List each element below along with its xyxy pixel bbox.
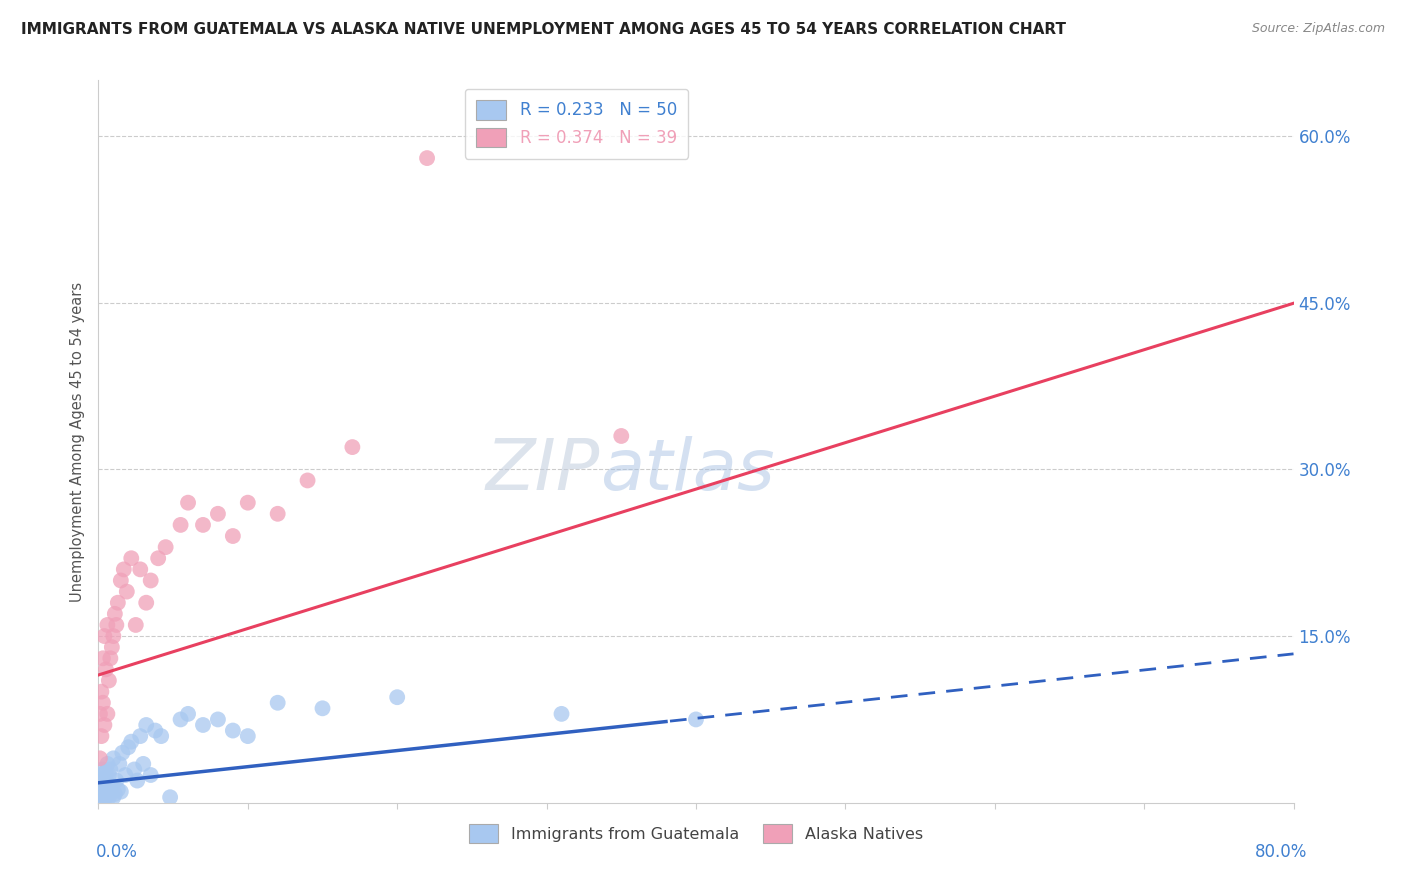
Point (110, 785, 132, 799)
Point (93, 629, 115, 643)
Point (125, 618, 148, 632)
Point (103, 790, 125, 805)
Point (191, 718, 214, 732)
Point (91, 792, 114, 806)
Point (94, 764, 117, 779)
Point (96, 776, 118, 790)
Point (93, 718, 115, 732)
Point (90, 729, 112, 743)
Point (110, 574, 132, 588)
Text: 80.0%: 80.0% (1256, 843, 1308, 861)
Point (177, 706, 200, 721)
Point (129, 562, 152, 576)
Text: ZIP: ZIP (486, 436, 600, 505)
Point (91, 779, 114, 793)
Point (91, 763, 114, 777)
Point (177, 496, 200, 510)
Point (91, 651, 114, 665)
Point (155, 540, 177, 554)
Point (127, 773, 149, 788)
Point (90, 787, 112, 801)
Point (107, 596, 129, 610)
Point (98, 785, 122, 799)
Point (135, 718, 157, 732)
Point (93, 772, 115, 786)
Point (297, 474, 319, 488)
Point (207, 713, 229, 727)
Point (107, 782, 129, 797)
Point (222, 529, 245, 543)
Text: Source: ZipAtlas.com: Source: ZipAtlas.com (1251, 22, 1385, 36)
Point (111, 746, 134, 760)
Point (103, 629, 125, 643)
Point (103, 751, 125, 765)
Point (139, 768, 162, 782)
Point (207, 507, 229, 521)
Point (94, 662, 117, 676)
Y-axis label: Unemployment Among Ages 45 to 54 years: Unemployment Among Ages 45 to 54 years (69, 282, 84, 601)
Point (89, 706, 111, 721)
Point (105, 773, 128, 788)
Text: atlas: atlas (600, 436, 775, 505)
Point (416, 151, 439, 165)
Point (97, 673, 120, 688)
Point (342, 440, 364, 454)
Point (97, 790, 120, 805)
Point (169, 713, 191, 727)
Point (267, 696, 290, 710)
Point (93, 785, 115, 799)
Point (89, 751, 111, 765)
Point (120, 551, 142, 566)
Point (148, 551, 170, 566)
Point (108, 756, 131, 771)
Point (90, 768, 112, 782)
Point (90, 684, 112, 698)
Point (610, 429, 633, 443)
Point (143, 723, 166, 738)
Legend: Immigrants from Guatemala, Alaska Natives: Immigrants from Guatemala, Alaska Native… (463, 818, 929, 849)
Point (129, 729, 152, 743)
Text: 0.0%: 0.0% (96, 843, 138, 861)
Point (105, 618, 128, 632)
Point (191, 517, 214, 532)
Point (236, 496, 259, 510)
Point (311, 701, 333, 715)
Point (150, 729, 173, 743)
Point (104, 607, 127, 621)
Point (120, 734, 142, 748)
Point (169, 517, 191, 532)
Point (94, 790, 117, 805)
Point (104, 787, 127, 801)
Point (91, 696, 114, 710)
Point (89, 790, 111, 805)
Point (114, 768, 136, 782)
Point (98, 763, 122, 777)
Point (117, 740, 139, 755)
Point (101, 640, 124, 655)
Point (139, 574, 162, 588)
Point (385, 690, 409, 705)
Point (112, 562, 135, 576)
Point (96, 618, 118, 632)
Point (101, 779, 124, 793)
Point (132, 756, 155, 771)
Point (96, 756, 118, 771)
Point (236, 729, 259, 743)
Point (96, 706, 118, 721)
Point (685, 713, 707, 727)
Point (550, 706, 572, 721)
Point (159, 790, 181, 805)
Text: IMMIGRANTS FROM GUATEMALA VS ALASKA NATIVE UNEMPLOYMENT AMONG AGES 45 TO 54 YEAR: IMMIGRANTS FROM GUATEMALA VS ALASKA NATI… (21, 22, 1066, 37)
Point (124, 763, 146, 777)
Point (115, 584, 138, 599)
Point (97, 768, 120, 782)
Point (222, 723, 245, 738)
Point (135, 596, 157, 610)
Point (96, 787, 118, 801)
Point (89, 776, 111, 790)
Point (267, 507, 290, 521)
Point (98, 651, 122, 665)
